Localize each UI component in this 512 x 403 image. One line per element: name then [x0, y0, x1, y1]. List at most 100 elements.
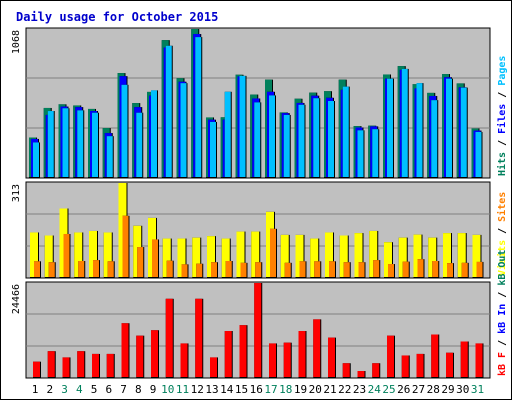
- bar-kb-day-30: [460, 341, 468, 377]
- bar-pages-day-25: [387, 78, 393, 177]
- bar-pages-day-16: [254, 102, 261, 177]
- xtick-label-day-17: 17: [264, 383, 277, 396]
- bar-kb-day-21: [328, 337, 335, 377]
- bar-kb-day-17: [269, 343, 276, 377]
- xtick-label-day-5: 5: [91, 383, 98, 396]
- legend-sep-usage-0: /: [497, 134, 508, 152]
- bar-visits-day-11: [177, 238, 186, 277]
- bar-kb-day-5: [92, 353, 99, 377]
- bar-pages-day-15: [239, 75, 246, 177]
- bar-visits-day-5: [89, 230, 97, 277]
- legend-usage-1: Files: [496, 104, 508, 134]
- chart-title: Daily usage for October 2015: [16, 10, 218, 24]
- bar-sites-day-17: [270, 228, 276, 277]
- legend-kb-1: kB In: [497, 304, 508, 334]
- legend-sep-usage-1: /: [497, 86, 508, 104]
- bar-sites-day-14: [225, 261, 232, 277]
- legend-kb-2: kB Out: [497, 250, 508, 286]
- bar-pages-day-5: [92, 112, 98, 177]
- xtick-label-day-21: 21: [323, 383, 336, 396]
- bar-pages-day-28: [431, 100, 438, 177]
- bar-visits-day-20: [310, 238, 319, 277]
- xtick-label-day-12: 12: [191, 383, 204, 396]
- bar-visits-day-28: [428, 237, 437, 277]
- bar-visits-day-24: [369, 230, 378, 277]
- bar-kb-day-9: [151, 330, 158, 377]
- legend-visits: Visits / Sites: [496, 192, 508, 276]
- bar-pages-day-23: [357, 130, 364, 177]
- bar-sites-day-6: [107, 261, 114, 277]
- bar-kb-day-19: [298, 331, 306, 377]
- bar-sites-day-27: [417, 259, 424, 277]
- bar-visits-day-21: [325, 232, 333, 277]
- bar-sites-day-5: [93, 260, 99, 277]
- bar-kb-day-11: [180, 343, 188, 377]
- bar-sites-day-16: [255, 262, 262, 277]
- bar-visits-day-18: [280, 234, 289, 277]
- legend-usage-2: Pages: [497, 56, 508, 86]
- xtick-label-day-10: 10: [161, 383, 174, 396]
- bar-kb-day-18: [283, 342, 291, 377]
- xtick-label-day-27: 27: [412, 383, 425, 396]
- bar-kb-day-7: [121, 323, 129, 377]
- bar-kb-day-4: [77, 351, 85, 377]
- bar-kb-day-3: [62, 357, 70, 377]
- bar-pages-day-9: [151, 90, 157, 177]
- bar-sites-day-13: [211, 262, 217, 277]
- xtick-label-day-26: 26: [397, 383, 410, 396]
- bar-sites-day-9: [152, 239, 158, 277]
- bar-visits-day-27: [413, 234, 422, 277]
- xtick-label-day-1: 1: [32, 383, 39, 396]
- bar-sites-day-29: [447, 263, 453, 277]
- bar-visits-day-29: [443, 233, 451, 277]
- xtick-label-day-2: 2: [46, 383, 53, 396]
- bar-pages-day-31: [475, 131, 482, 177]
- bar-visits-day-13: [207, 236, 215, 277]
- bar-pages-day-26: [401, 68, 408, 177]
- legend-sep-kb-0: /: [497, 334, 508, 352]
- bar-kb-day-31: [475, 343, 483, 377]
- bar-sites-day-11: [181, 264, 188, 277]
- bar-sites-day-15: [240, 262, 247, 277]
- bar-sites-day-8: [137, 247, 144, 277]
- xtick-label-day-18: 18: [279, 383, 292, 396]
- xtick-label-day-22: 22: [338, 383, 351, 396]
- bar-kb-day-14: [224, 331, 232, 377]
- bar-pages-day-8: [136, 112, 143, 177]
- bar-kb-day-24: [372, 363, 380, 377]
- xtick-label-day-16: 16: [250, 383, 263, 396]
- legend-sep-visits-0: /: [497, 222, 508, 240]
- bar-visits-day-19: [295, 234, 304, 277]
- bar-visits-day-30: [457, 233, 466, 277]
- xtick-label-day-15: 15: [235, 383, 248, 396]
- bar-pages-day-21: [328, 100, 334, 177]
- bar-kb-day-15: [239, 325, 247, 377]
- bar-visits-day-26: [398, 237, 407, 277]
- bar-visits-day-12: [192, 237, 201, 277]
- bar-pages-day-29: [446, 78, 452, 177]
- bar-visits-day-31: [472, 234, 481, 277]
- bar-pages-day-6: [106, 136, 113, 177]
- bar-pages-day-13: [210, 121, 216, 177]
- bar-visits-day-23: [354, 233, 363, 277]
- xtick-label-day-13: 13: [205, 383, 218, 396]
- bar-pages-day-12: [195, 37, 202, 177]
- bar-sites-day-26: [402, 261, 409, 277]
- legend-visits-1: Sites: [496, 192, 508, 222]
- legend-usage: Hits / Files / Pages: [496, 56, 508, 176]
- xtick-label-day-4: 4: [76, 383, 83, 396]
- bar-sites-day-12: [196, 263, 203, 277]
- xtick-label-day-31: 31: [471, 383, 484, 396]
- bar-kb-day-26: [401, 355, 409, 377]
- bar-sites-day-28: [432, 261, 439, 277]
- xtick-label-day-8: 8: [135, 383, 142, 396]
- bar-kb-day-6: [106, 353, 114, 377]
- bar-visits-day-25: [384, 242, 392, 277]
- bar-visits-day-2: [44, 235, 53, 277]
- bar-sites-day-23: [358, 262, 365, 277]
- bar-sites-day-30: [461, 262, 468, 277]
- bar-sites-day-18: [284, 262, 291, 277]
- ymax-label-kb: 24466: [11, 284, 22, 314]
